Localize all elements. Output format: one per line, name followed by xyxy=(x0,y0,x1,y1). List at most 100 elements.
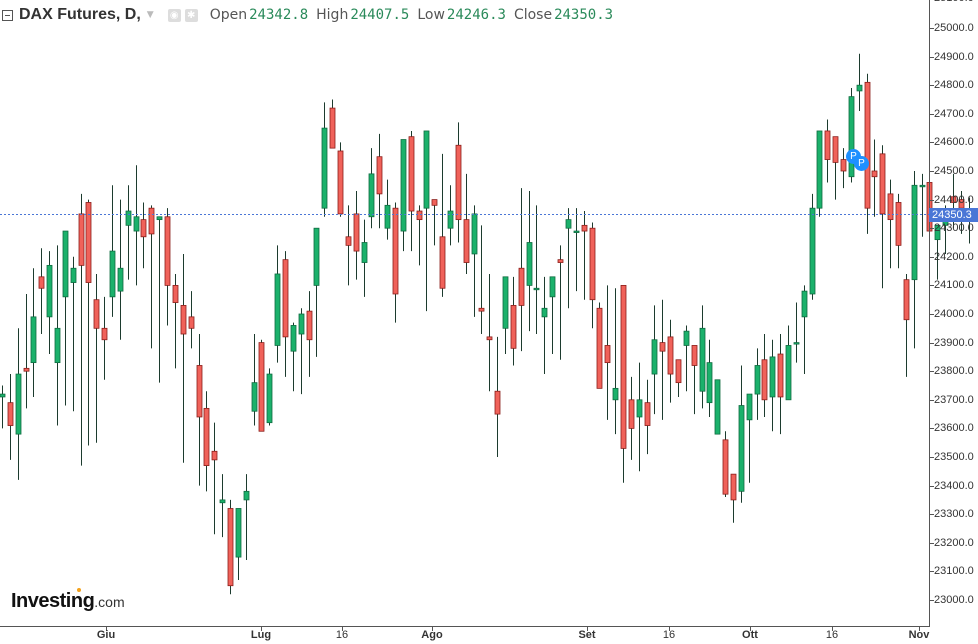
candle xyxy=(282,259,289,338)
chart-legend-header: DAX Futures, D, ▼ ◉ ✱ Open 24342.8 High … xyxy=(2,4,613,26)
candle xyxy=(368,173,375,218)
candle xyxy=(628,399,635,429)
candle xyxy=(7,402,14,426)
y-tick-label: 24800.0 xyxy=(934,78,974,91)
candles-layer xyxy=(0,53,973,595)
y-tick-label: 24500.0 xyxy=(934,164,974,177)
y-tick-label: 23900.0 xyxy=(934,336,974,349)
candle xyxy=(329,107,336,149)
y-tick-label: 24300.0 xyxy=(934,221,974,234)
candle xyxy=(93,299,100,329)
candle xyxy=(832,136,839,163)
candle xyxy=(416,210,423,221)
candle xyxy=(871,170,878,178)
candle xyxy=(934,224,941,241)
x-tick-label: Giu xyxy=(96,629,116,641)
y-tick-label: 23400.0 xyxy=(934,479,974,492)
close-label: Close xyxy=(513,7,553,23)
candle xyxy=(557,259,564,263)
y-tick-label: 23800.0 xyxy=(934,364,974,377)
candle xyxy=(180,305,187,335)
symbol-title[interactable]: DAX Futures, D, xyxy=(19,6,141,23)
candle xyxy=(188,316,195,329)
candle xyxy=(777,353,784,398)
candle xyxy=(353,213,360,252)
candle xyxy=(919,184,926,188)
candle xyxy=(290,325,297,352)
candle xyxy=(722,439,729,495)
candle xyxy=(431,199,438,206)
marker-p-icon[interactable]: P xyxy=(854,156,869,171)
candle xyxy=(549,276,556,298)
gear-icon[interactable]: ✱ xyxy=(184,8,198,22)
candle xyxy=(471,213,478,255)
y-tick-label: 23200.0 xyxy=(934,536,974,549)
candle xyxy=(133,216,140,232)
candle xyxy=(274,273,281,346)
candle xyxy=(156,216,163,221)
close-value: 24350.3 xyxy=(554,7,614,23)
x-tick-label: Ago xyxy=(421,629,443,641)
logo-suffix: .com xyxy=(94,594,125,610)
candle xyxy=(101,327,108,341)
candle xyxy=(761,359,768,401)
y-tick-label: 23600.0 xyxy=(934,421,974,434)
candle xyxy=(219,499,226,504)
y-tick-label: 23700.0 xyxy=(934,393,974,406)
candle xyxy=(816,130,823,209)
chevron-down-icon[interactable]: ▼ xyxy=(146,10,154,20)
candle xyxy=(203,407,210,466)
candle xyxy=(644,402,651,426)
candle xyxy=(140,219,147,238)
y-tick-label: 23500.0 xyxy=(934,450,974,463)
candle xyxy=(172,284,179,303)
candle xyxy=(565,219,572,229)
candle xyxy=(518,267,525,306)
candle xyxy=(62,230,69,298)
candle xyxy=(714,379,721,435)
candle xyxy=(384,204,391,229)
candle xyxy=(730,473,737,501)
candle xyxy=(502,276,509,329)
candle xyxy=(699,327,706,392)
candle xyxy=(423,130,430,209)
y-axis-ticks xyxy=(930,28,934,601)
candle xyxy=(321,127,328,209)
y-tick-label: 24400.0 xyxy=(934,193,974,206)
candle xyxy=(769,356,776,398)
logo-brand: Investing xyxy=(11,590,95,612)
candle xyxy=(258,342,265,432)
candle xyxy=(337,150,344,215)
candle xyxy=(746,393,753,421)
candle xyxy=(243,490,250,501)
x-tick-label: Set xyxy=(578,629,596,641)
candle xyxy=(604,345,611,364)
collapse-icon[interactable] xyxy=(2,9,13,21)
candle xyxy=(313,227,320,286)
y-tick-label: 24700.0 xyxy=(934,107,974,120)
candle xyxy=(659,342,666,352)
y-tick-label: 24900.0 xyxy=(934,50,974,63)
y-tick-label: 23300.0 xyxy=(934,507,974,520)
candle xyxy=(903,279,910,321)
eye-icon[interactable]: ◉ xyxy=(167,8,181,22)
candle xyxy=(0,393,6,398)
y-tick-label: 24200.0 xyxy=(934,250,974,263)
candle xyxy=(848,96,855,178)
candle xyxy=(683,330,690,346)
candle xyxy=(164,216,171,286)
candle xyxy=(38,276,45,289)
candle xyxy=(667,336,674,375)
candle xyxy=(541,307,548,318)
candle xyxy=(581,224,588,232)
candle xyxy=(824,130,831,160)
candle xyxy=(408,136,415,212)
candle xyxy=(494,390,501,415)
candle xyxy=(895,202,902,246)
candle xyxy=(455,144,462,221)
candle xyxy=(306,310,313,341)
logo-dot-icon xyxy=(77,588,81,592)
candle xyxy=(30,316,37,364)
candle xyxy=(526,242,533,286)
